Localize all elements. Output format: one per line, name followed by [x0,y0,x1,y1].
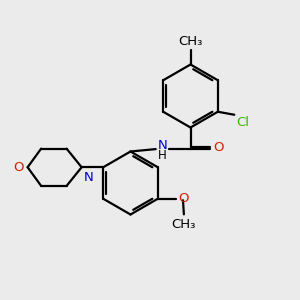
Text: O: O [178,192,188,205]
Text: H: H [158,149,167,162]
Text: O: O [213,141,224,154]
Text: CH₃: CH₃ [178,35,203,48]
Text: N: N [84,171,94,184]
Text: Cl: Cl [236,116,249,129]
Text: O: O [14,161,24,174]
Text: CH₃: CH₃ [172,218,196,231]
Text: N: N [158,139,167,152]
